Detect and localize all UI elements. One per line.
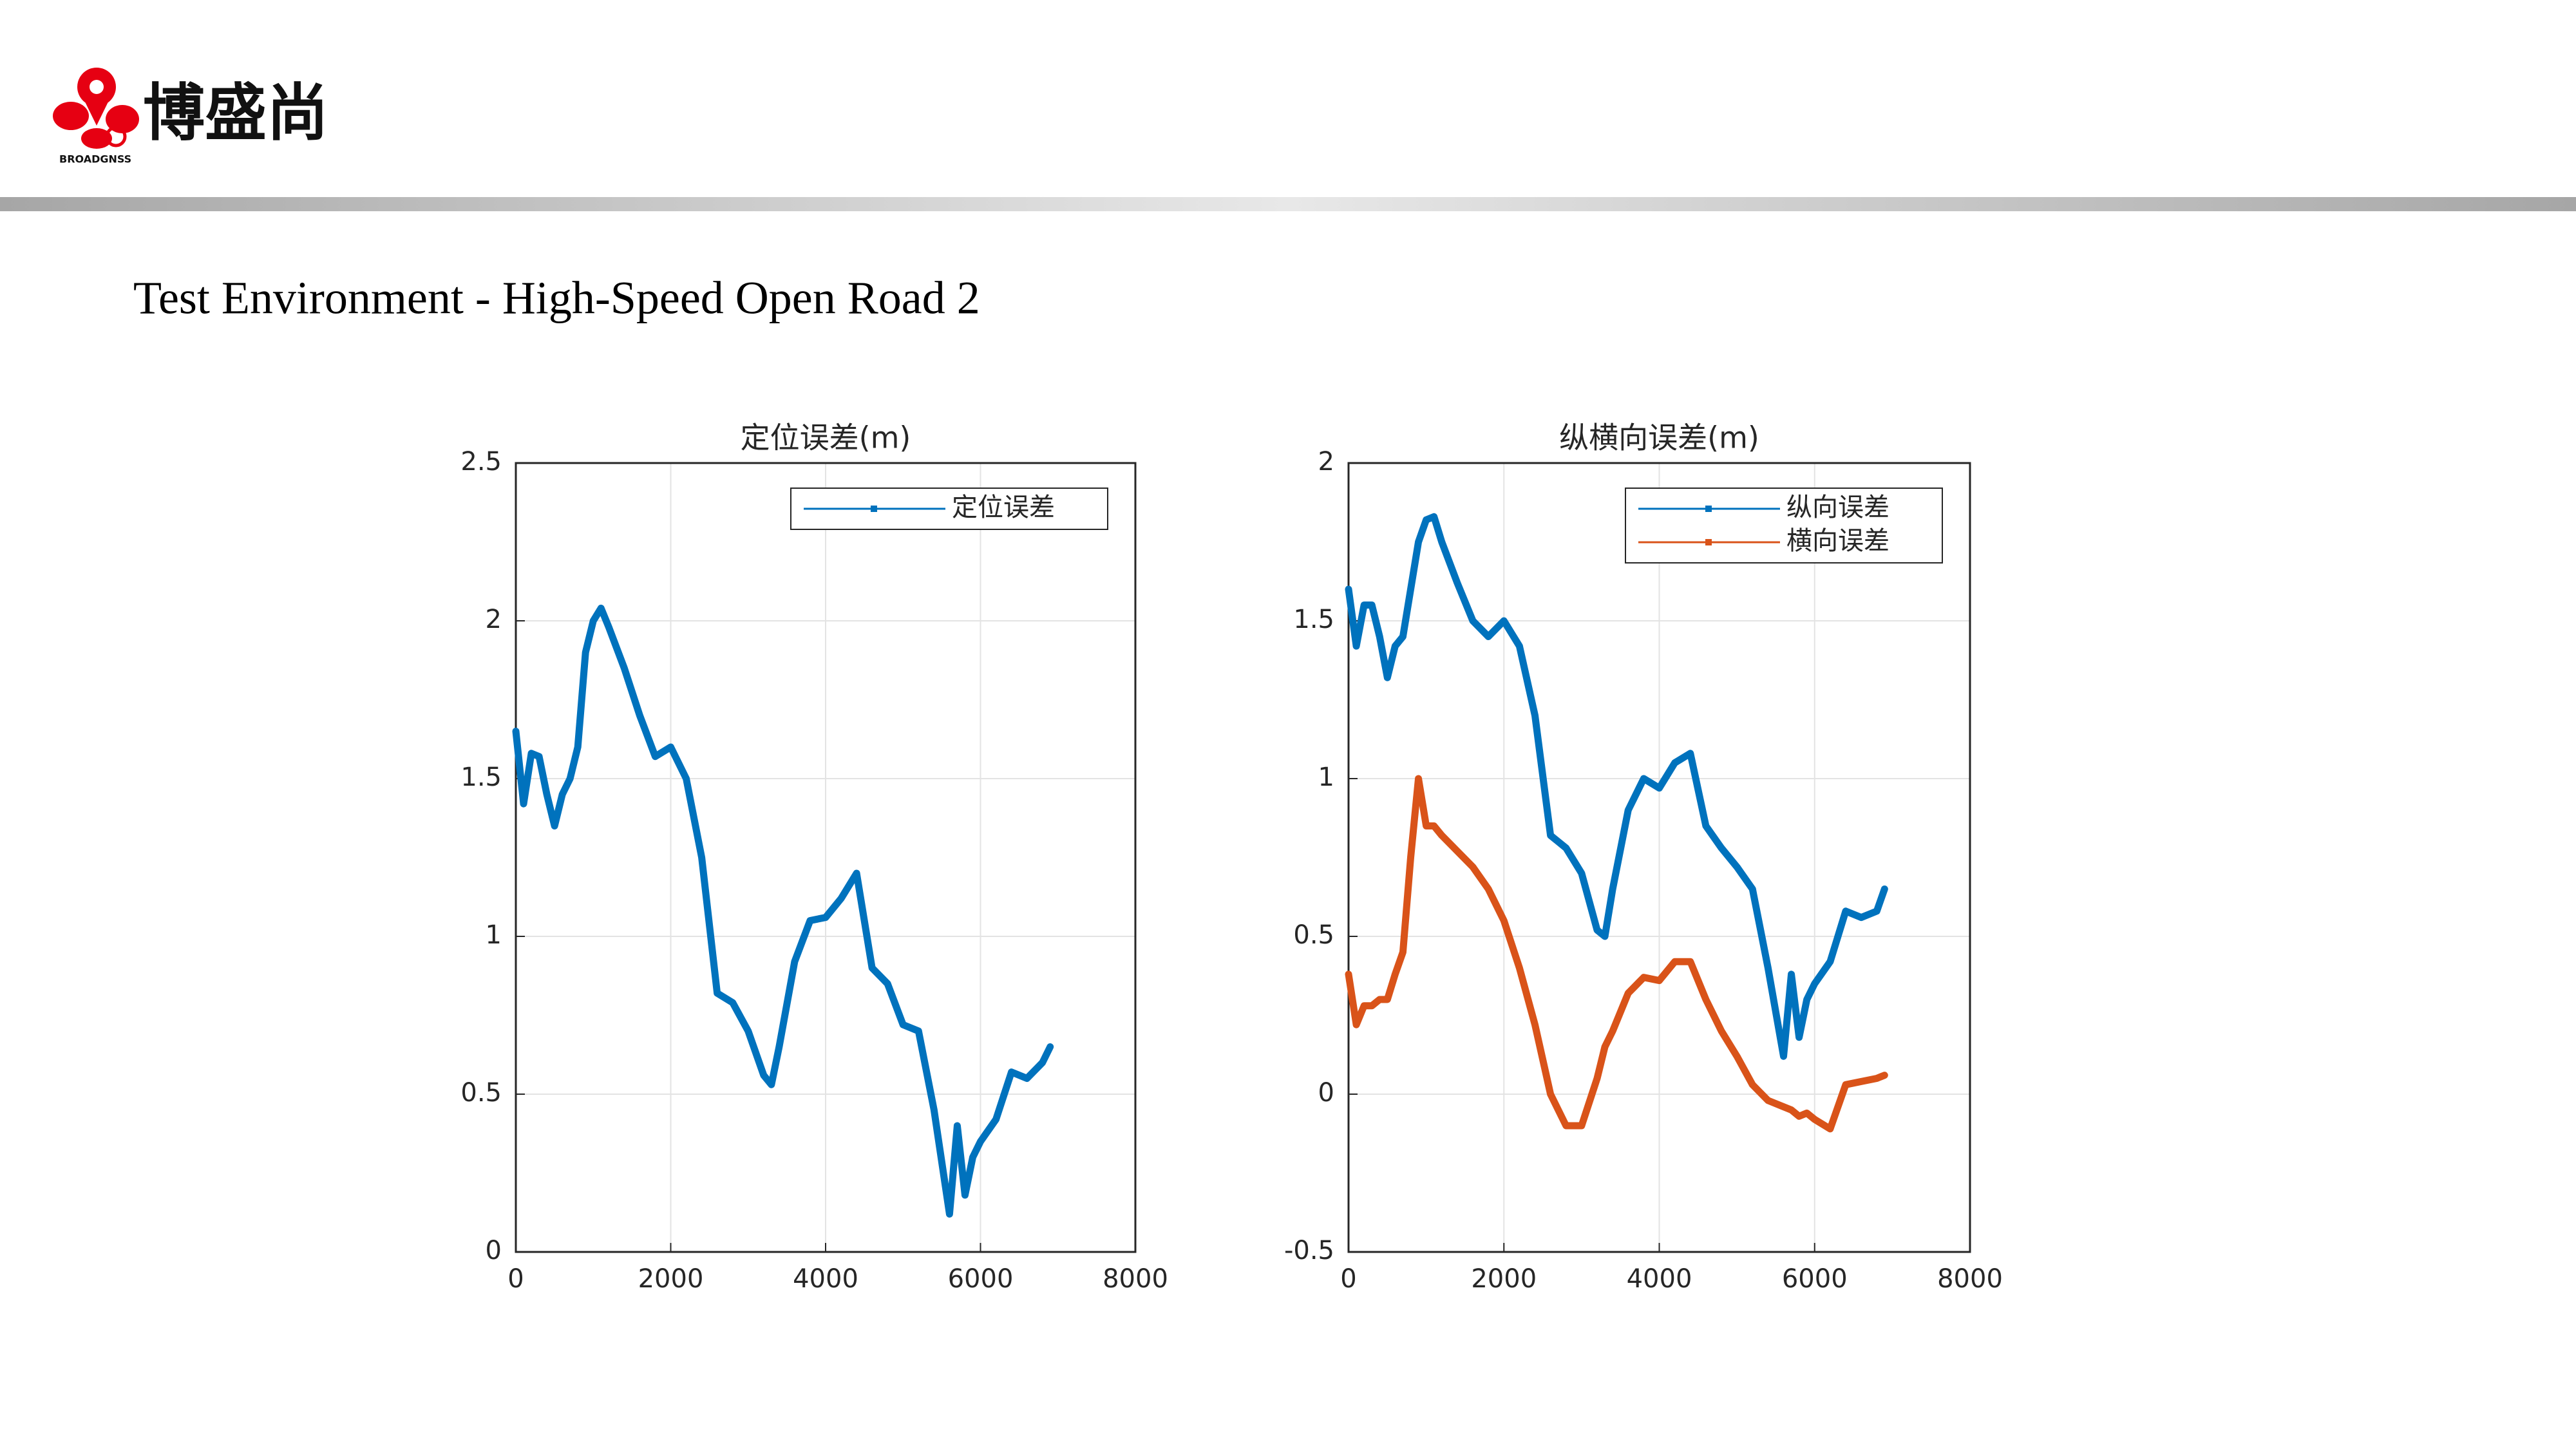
y-tick-label: -0.5: [1284, 1236, 1334, 1265]
x-tick-label: 2000: [638, 1264, 704, 1294]
logo-ring: [105, 126, 127, 147]
y-tick-label: 0.5: [1293, 920, 1334, 950]
logo-pin-hole: [90, 80, 104, 94]
legend-label: 纵向误差: [1786, 493, 1889, 522]
y-tick-label: 0.5: [460, 1078, 502, 1108]
y-tick-label: 1: [486, 920, 502, 950]
legend-label: 定位误差: [952, 493, 1055, 522]
brand-sub: BROADGNSS: [59, 153, 131, 166]
y-tick-label: 0: [486, 1236, 502, 1265]
y-tick-label: 2: [486, 605, 502, 634]
header-bar: [0, 197, 2576, 211]
axes-box: [1347, 462, 1971, 1253]
chart-title: 定位误差(m): [741, 421, 911, 455]
x-tick-label: 6000: [1782, 1264, 1848, 1294]
chart: 0 2000 4000 6000 8000 0 0.5 1 1.5 2 2.5 定位误差(m) 定位误差: [460, 421, 1168, 1294]
x-tick-label: 6000: [948, 1264, 1014, 1294]
logo-pin-tip: [82, 97, 111, 126]
logo-petal: [81, 128, 112, 149]
series-line: [512, 604, 1054, 1218]
legend: 定位误差: [790, 488, 1108, 530]
chart: 0 2000 4000 6000 8000-0.500.511.52纵横向误差(m)纵向…: [1284, 421, 2003, 1294]
chart-title: 纵横向误差(m): [1559, 421, 1759, 455]
x-tick-label: 4000: [793, 1264, 858, 1294]
y-tick-label: 1.5: [460, 762, 502, 792]
x-tick-label: 8000: [1937, 1264, 2003, 1294]
legend-box: [790, 488, 1108, 530]
legend-box: [1625, 488, 1943, 564]
legend-label: 横向误差: [1786, 526, 1889, 556]
y-tick-label: 0: [1318, 1078, 1334, 1108]
legend-marker: [871, 506, 877, 512]
series-line: [1345, 513, 1888, 1060]
x-tick-label: 4000: [1627, 1264, 1692, 1294]
legend-marker: [1705, 506, 1712, 512]
x-tick-label: 8000: [1103, 1264, 1168, 1294]
y-tick-label: 2.5: [460, 447, 502, 477]
logo: BROADGNSS 博盛尚: [53, 68, 328, 166]
y-tick-label: 2: [1318, 447, 1334, 477]
brand-name: 博盛尚: [143, 77, 328, 149]
series-line: [1345, 775, 1888, 1133]
x-tick-label: 0: [507, 1264, 524, 1294]
logo-petal: [53, 102, 89, 130]
slide-title: Test Environment - High-Speed Open Road …: [133, 272, 980, 324]
y-tick-label: 1.5: [1293, 605, 1334, 634]
x-tick-label: 2000: [1471, 1264, 1537, 1294]
axes-box: [515, 462, 1137, 1253]
x-tick-label: 0: [1340, 1264, 1356, 1294]
y-tick-label: 1: [1318, 762, 1334, 792]
legend-marker: [1705, 539, 1712, 545]
